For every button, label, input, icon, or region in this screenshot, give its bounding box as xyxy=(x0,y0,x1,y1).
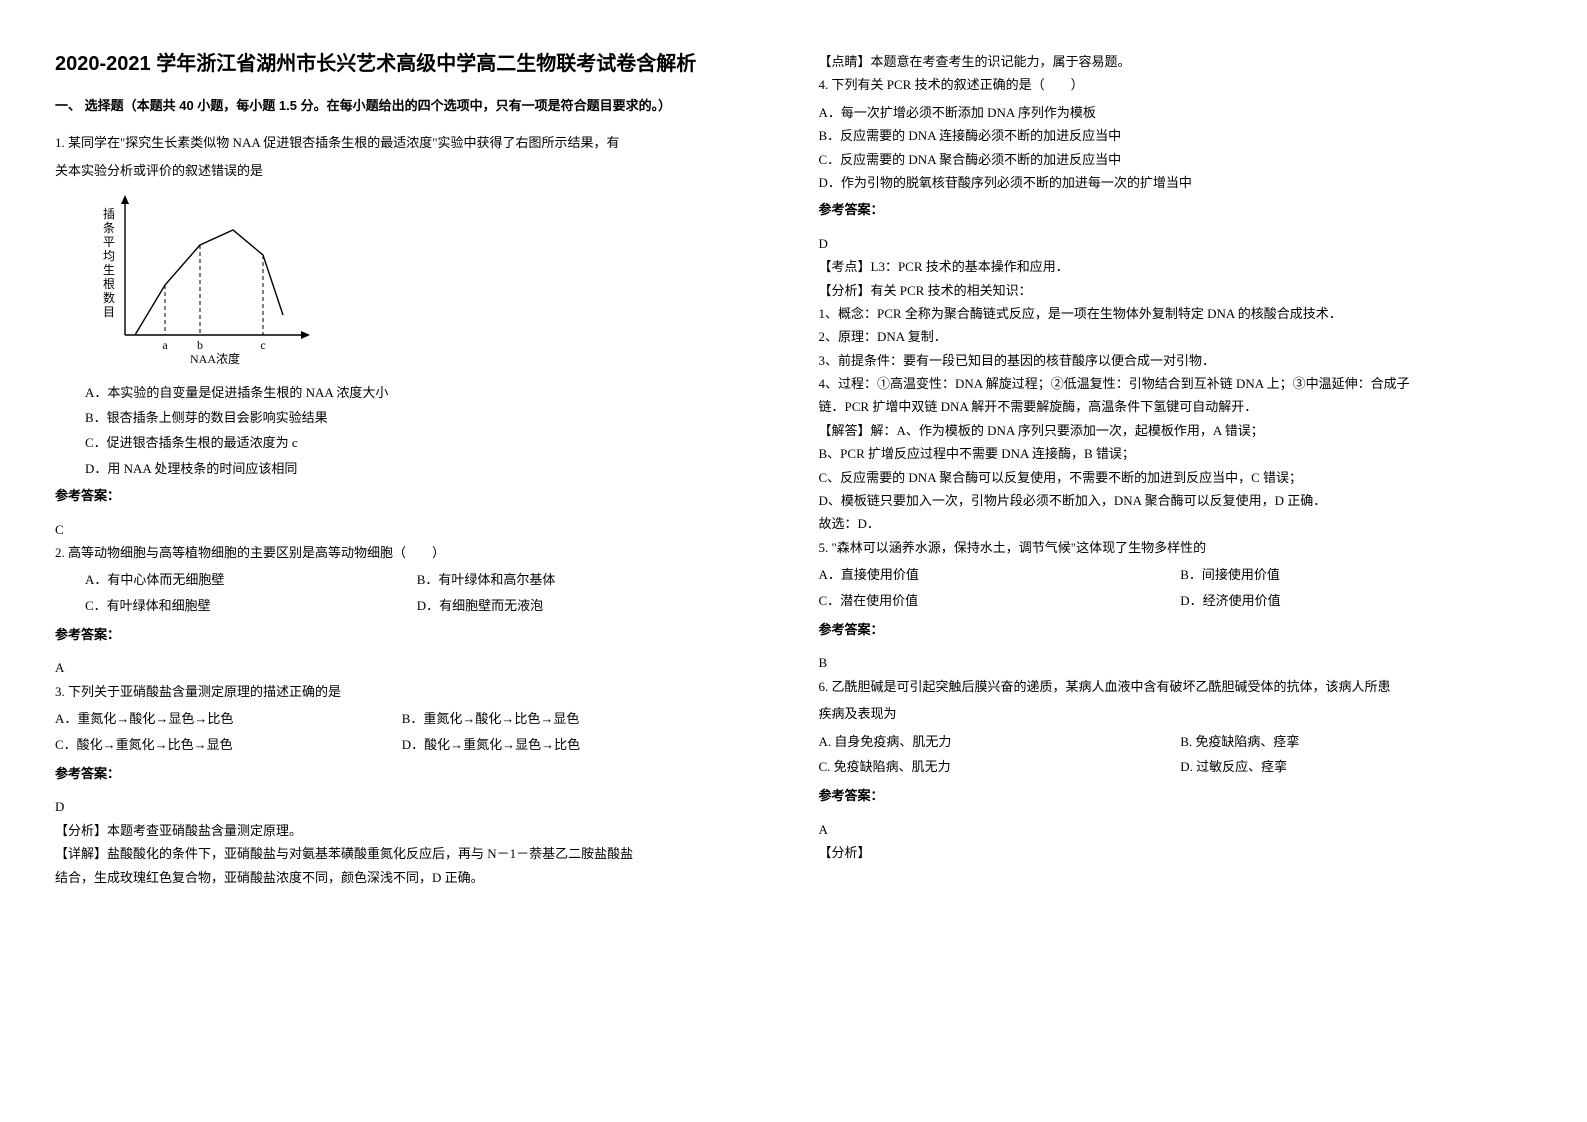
answer-label: 参考答案： xyxy=(819,618,1543,641)
question-stem: 6. 乙酰胆碱是可引起突触后膜兴奋的递质，某病人血液中含有破坏乙酰胆碱受体的抗体… xyxy=(819,675,1543,698)
answer-value: D xyxy=(55,795,749,818)
svg-text:平: 平 xyxy=(103,235,115,249)
explain-line: 链．PCR 扩增中双链 DNA 解开不需要解旋酶，高温条件下氢键可自动解开． xyxy=(819,395,1543,418)
option-item: B．有叶绿体和高尔基体 xyxy=(417,568,749,591)
answer-label: 参考答案： xyxy=(55,484,749,507)
option-item: D．有细胞壁而无液泡 xyxy=(417,594,749,617)
option-list: A．重氮化→酸化→显色→比色 B．重氮化→酸化→比色→显色 C．酸化→重氮化→比… xyxy=(55,707,749,758)
question-block: 6. 乙酰胆碱是可引起突触后膜兴奋的递质，某病人血液中含有破坏乙酰胆碱受体的抗体… xyxy=(819,675,1543,865)
explain-line: 【解答】解：A、作为模板的 DNA 序列只要添加一次，起模板作用，A 错误； xyxy=(819,419,1543,442)
section-instruction: 一、 选择题（本题共 40 小题，每小题 1.5 分。在每小题给出的四个选项中，… xyxy=(55,94,749,117)
chart-figure: a b c 插条平均生根数目 NAA浓度 xyxy=(85,190,749,372)
svg-text:根: 根 xyxy=(103,277,115,291)
question-block: 2. 高等动物细胞与高等植物细胞的主要区别是高等动物细胞（ ） A．有中心体而无… xyxy=(55,541,749,680)
left-column: 2020-2021 学年浙江省湖州市长兴艺术高级中学高二生物联考试卷含解析 一、… xyxy=(0,0,794,1122)
svg-text:a: a xyxy=(162,338,168,352)
svg-text:NAA浓度: NAA浓度 xyxy=(190,351,240,365)
explain-line: C、反应需要的 DNA 聚合酶可以反复使用，不需要不断的加进到反应当中，C 错误… xyxy=(819,466,1543,489)
explain-line: 【分析】有关 PCR 技术的相关知识： xyxy=(819,279,1543,302)
option-item: D．作为引物的脱氧核苷酸序列必须不断的加进每一次的扩增当中 xyxy=(819,171,1543,194)
answer-label: 参考答案： xyxy=(55,762,749,785)
naa-chart: a b c 插条平均生根数目 NAA浓度 xyxy=(85,190,315,365)
question-block: 1. 某同学在"探究生长素类似物 NAA 促进银杏插条生根的最适浓度"实验中获得… xyxy=(55,131,749,541)
option-item: B．银杏插条上侧芽的数目会影响实验结果 xyxy=(85,406,749,429)
option-item: B．间接使用价值 xyxy=(1180,563,1542,586)
option-item: D．用 NAA 处理枝条的时间应该相同 xyxy=(85,457,749,480)
explain-line: 【考点】L3：PCR 技术的基本操作和应用． xyxy=(819,255,1543,278)
explain-line: B、PCR 扩增反应过程中不需要 DNA 连接酶，B 错误； xyxy=(819,442,1543,465)
answer-label: 参考答案： xyxy=(819,784,1543,807)
explain-line: 结合，生成玫瑰红色复合物，亚硝酸盐浓度不同，颜色深浅不同，D 正确。 xyxy=(55,866,749,889)
explain-line: 2、原理：DNA 复制． xyxy=(819,325,1543,348)
svg-text:生: 生 xyxy=(103,263,115,277)
option-item: B．反应需要的 DNA 连接酶必须不断的加进反应当中 xyxy=(819,124,1543,147)
svg-text:数: 数 xyxy=(103,290,115,305)
option-list: A．本实验的自变量是促进插条生根的 NAA 浓度大小 B．银杏插条上侧芽的数目会… xyxy=(55,381,749,481)
option-item: A．直接使用价值 xyxy=(819,563,1181,586)
option-item: D．经济使用价值 xyxy=(1180,589,1542,612)
option-item: D．酸化→重氮化→显色→比色 xyxy=(402,733,749,756)
explain-line: 【分析】本题考查亚硝酸盐含量测定原理。 xyxy=(55,819,749,842)
svg-text:插: 插 xyxy=(103,207,115,221)
option-item: C．有叶绿体和细胞壁 xyxy=(85,594,417,617)
option-item: B. 免疫缺陷病、痉挛 xyxy=(1180,730,1542,753)
question-stem: 3. 下列关于亚硝酸盐含量测定原理的描述正确的是 xyxy=(55,680,749,703)
option-item: A．每一次扩增必须不断添加 DNA 序列作为模板 xyxy=(819,101,1543,124)
answer-label: 参考答案： xyxy=(819,198,1543,221)
svg-text:b: b xyxy=(197,338,203,352)
question-block: 4. 下列有关 PCR 技术的叙述正确的是（ ） A．每一次扩增必须不断添加 D… xyxy=(819,73,1543,535)
option-item: A．有中心体而无细胞壁 xyxy=(85,568,417,591)
option-item: C．酸化→重氮化→比色→显色 xyxy=(55,733,402,756)
question-stem: 4. 下列有关 PCR 技术的叙述正确的是（ ） xyxy=(819,73,1543,96)
answer-value: C xyxy=(55,518,749,541)
option-item: A．重氮化→酸化→显色→比色 xyxy=(55,707,402,730)
question-block: 5. "森林可以涵养水源，保持水土，调节气候"这体现了生物多样性的 A．直接使用… xyxy=(819,536,1543,675)
explain-line: 故选：D． xyxy=(819,512,1543,535)
option-item: B．重氮化→酸化→比色→显色 xyxy=(402,707,749,730)
option-list: A．直接使用价值 B．间接使用价值 C．潜在使用价值 D．经济使用价值 xyxy=(819,563,1543,614)
option-item: D. 过敏反应、痉挛 xyxy=(1180,755,1542,778)
explain-line: 4、过程：①高温变性：DNA 解旋过程；②低温复性：引物结合到互补链 DNA 上… xyxy=(819,372,1543,395)
svg-text:目: 目 xyxy=(103,305,115,319)
question-stem: 1. 某同学在"探究生长素类似物 NAA 促进银杏插条生根的最适浓度"实验中获得… xyxy=(55,131,749,154)
option-list: A．有中心体而无细胞壁 B．有叶绿体和高尔基体 C．有叶绿体和细胞壁 D．有细胞… xyxy=(55,568,749,619)
exam-title: 2020-2021 学年浙江省湖州市长兴艺术高级中学高二生物联考试卷含解析 xyxy=(55,50,749,78)
answer-value: D xyxy=(819,232,1543,255)
explain-line: 【点睛】本题意在考查考生的识记能力，属于容易题。 xyxy=(819,50,1543,73)
answer-value: A xyxy=(819,818,1543,841)
question-block: 3. 下列关于亚硝酸盐含量测定原理的描述正确的是 A．重氮化→酸化→显色→比色 … xyxy=(55,680,749,889)
question-stem: 2. 高等动物细胞与高等植物细胞的主要区别是高等动物细胞（ ） xyxy=(55,541,749,564)
option-item: C. 免疫缺陷病、肌无力 xyxy=(819,755,1181,778)
option-item: C．潜在使用价值 xyxy=(819,589,1181,612)
question-stem: 关本实验分析或评价的叙述错误的是 xyxy=(55,159,749,182)
option-item: C．反应需要的 DNA 聚合酶必须不断的加进反应当中 xyxy=(819,148,1543,171)
svg-text:条: 条 xyxy=(103,221,115,235)
explain-line: 【详解】盐酸酸化的条件下，亚硝酸盐与对氨基苯磺酸重氮化反应后，再与 N－1－萘基… xyxy=(55,842,749,865)
explain-line: 【分析】 xyxy=(819,841,1543,864)
svg-text:c: c xyxy=(260,338,265,352)
option-list: A. 自身免疫病、肌无力 B. 免疫缺陷病、痉挛 C. 免疫缺陷病、肌无力 D.… xyxy=(819,730,1543,781)
option-item: C．促进银杏插条生根的最适浓度为 c xyxy=(85,431,749,454)
explain-line: 1、概念：PCR 全称为聚合酶链式反应，是一项在生物体外复制特定 DNA 的核酸… xyxy=(819,302,1543,325)
option-item: A．本实验的自变量是促进插条生根的 NAA 浓度大小 xyxy=(85,381,749,404)
answer-label: 参考答案： xyxy=(55,623,749,646)
svg-text:均: 均 xyxy=(103,249,115,263)
right-column: 【点睛】本题意在考查考生的识记能力，属于容易题。 4. 下列有关 PCR 技术的… xyxy=(794,0,1587,1122)
explain-line: D、模板链只要加入一次，引物片段必须不断加入，DNA 聚合酶可以反复使用，D 正… xyxy=(819,489,1543,512)
answer-value: A xyxy=(55,656,749,679)
question-stem: 疾病及表现为 xyxy=(819,702,1543,725)
question-stem: 5. "森林可以涵养水源，保持水土，调节气候"这体现了生物多样性的 xyxy=(819,536,1543,559)
option-item: A. 自身免疫病、肌无力 xyxy=(819,730,1181,753)
explain-line: 3、前提条件：要有一段已知目的基因的核苷酸序以便合成一对引物． xyxy=(819,349,1543,372)
answer-value: B xyxy=(819,651,1543,674)
